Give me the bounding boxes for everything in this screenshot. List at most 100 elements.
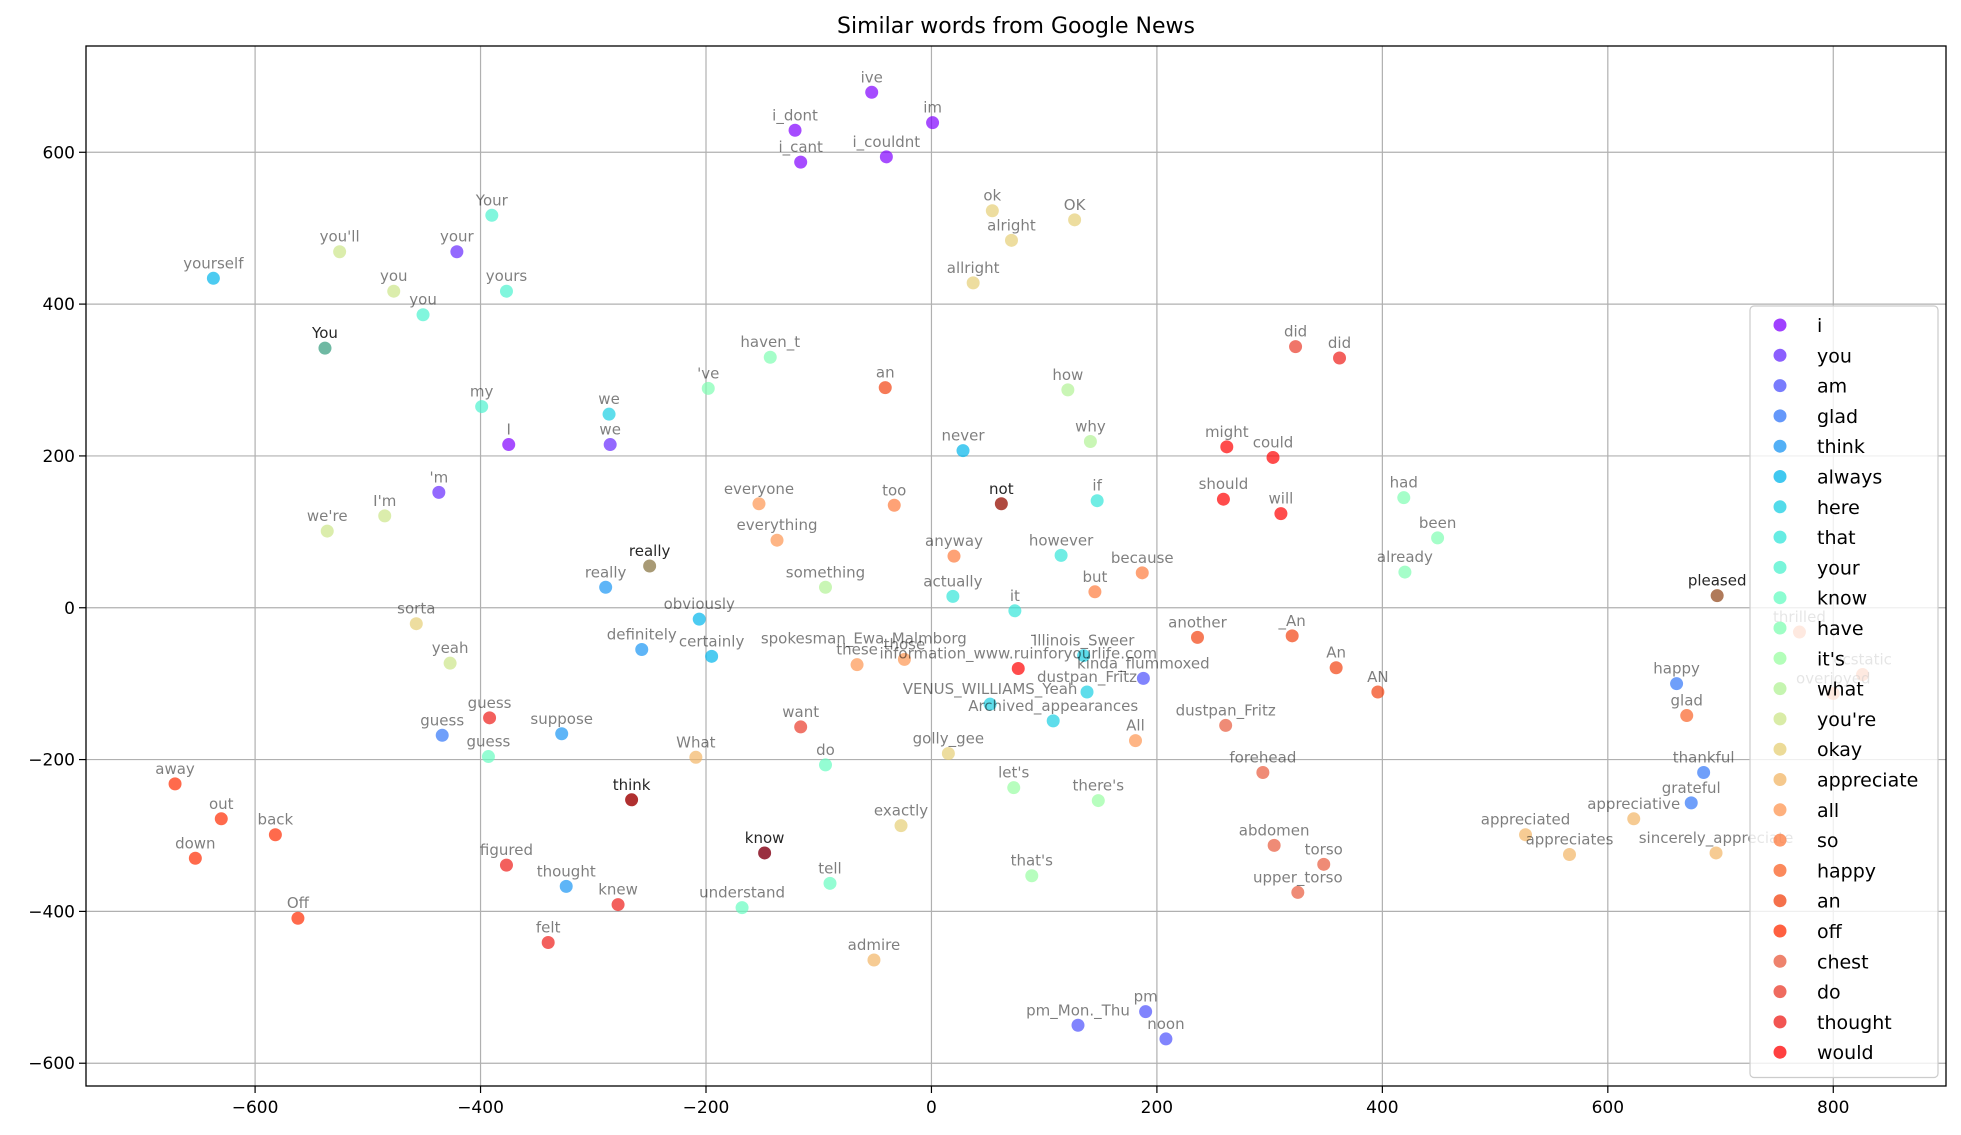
data-point [879,150,893,164]
point-label: did [1284,323,1307,341]
point-label: an [876,364,895,382]
point-label: knew [598,881,638,899]
point-label: dustpan_Fritz [1037,668,1137,687]
point-label: another [1168,613,1227,631]
legend-label: glad [1817,406,1858,428]
point-label: torso [1305,840,1343,858]
point-label: upper_torso [1253,868,1343,887]
point-label: everything [737,516,818,534]
point-label: felt [536,919,561,937]
data-point [499,284,513,298]
point-label: sorta [397,600,435,618]
data-point [947,549,961,563]
data-point [887,498,901,512]
data-point [1068,213,1082,227]
data-point [443,656,457,670]
point-label: you'll [320,228,360,246]
data-point [823,876,837,890]
data-point [1135,566,1149,580]
point-label: really [585,563,627,581]
legend-marker [1773,348,1787,362]
data-point [188,851,202,865]
data-point [1139,1005,1153,1019]
data-point [1627,812,1641,826]
x-tick-label: 200 [1141,1098,1173,1118]
point-label: An [1326,644,1346,662]
legend-marker [1773,409,1787,423]
point-label: 've [697,364,719,382]
point-label: kinda_flummoxed [1077,654,1210,673]
point-label: but [1082,568,1107,586]
point-label: Archived_appearances [968,697,1138,716]
legend-box [1749,305,1939,1079]
legend-marker [1773,1045,1787,1059]
point-label: do [816,741,835,759]
data-point [1136,671,1150,685]
data-point [983,697,997,711]
legend-marker [1773,894,1787,908]
data-point [770,533,784,547]
point-label: might [1205,423,1249,441]
point-label: appreciated [1481,811,1571,829]
point-label: it [1010,587,1020,605]
point-label: i_couldnt [853,133,921,152]
data-point [1008,604,1022,618]
data-point [483,711,497,725]
point-label: abdomen [1239,821,1310,839]
point-label: happy [1653,660,1700,678]
data-point [752,497,766,511]
point-label: away [155,760,195,778]
point-label: these [836,641,878,659]
legend-label: thought [1817,1012,1892,1034]
chart-title: Similar words from Google News [837,14,1195,39]
query-point [643,559,657,573]
data-point [941,747,955,761]
point-label: Your [475,191,509,209]
data-point [1709,846,1723,860]
legend-label: here [1817,497,1860,519]
data-point [599,580,613,594]
legend-label: have [1817,618,1864,640]
data-point [1697,765,1711,779]
point-label: already [1377,548,1433,566]
point-label: figured [480,841,533,859]
data-point [1190,630,1204,644]
point-label: you [409,291,437,309]
point-label: im [923,99,942,117]
data-point [387,284,401,298]
point-label: haven_t [740,333,800,352]
data-point [1317,857,1331,871]
point-label: too [882,481,906,499]
data-point [1216,492,1230,506]
data-point [1025,869,1039,883]
data-point [946,589,960,603]
data-point [1004,233,1018,247]
point-label: should [1199,475,1249,493]
point-label: AN [1367,668,1388,686]
point-label: ok [983,187,1001,205]
query-point [994,497,1008,511]
data-point [794,155,808,169]
point-label: never [942,427,986,445]
data-point [1256,765,1270,779]
data-point [1011,661,1025,675]
point-label: guess [468,694,512,712]
point-label: if [1092,477,1102,495]
data-point [268,828,282,842]
data-point [894,819,908,833]
point-label: out [209,795,234,813]
data-point [1285,629,1299,643]
query-point-label: know [745,829,785,847]
legend-marker [1773,651,1787,665]
legend-label: happy [1817,860,1876,882]
data-point [602,407,616,421]
point-label: guess [420,711,464,729]
data-point [1397,491,1411,505]
data-point [603,438,617,452]
data-point [926,116,940,130]
point-label: Off [287,894,310,912]
data-point [611,898,625,912]
legend-label: what [1817,679,1864,701]
point-label: anyway [925,532,983,550]
data-point [818,758,832,772]
